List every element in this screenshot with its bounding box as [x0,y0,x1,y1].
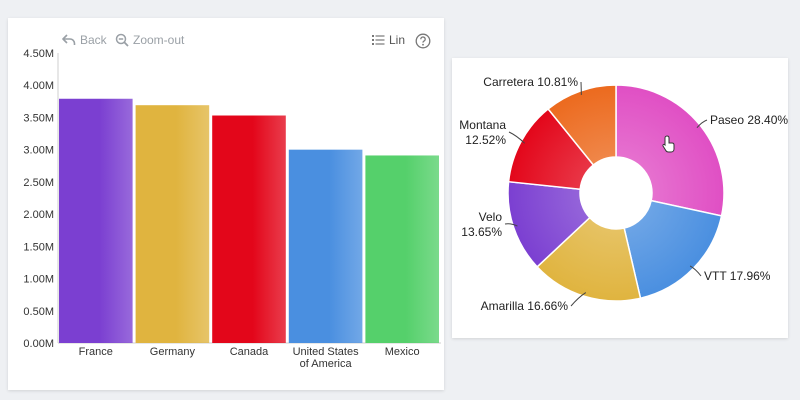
help-button[interactable] [415,33,431,49]
slice-label: Paseo 28.40% [710,113,788,127]
bar-chart: 0.00M 0.50M 1.00M 1.50M 2.00M 2.50M 3.00M 3.50M… [23,48,441,370]
y-tick-label: 3.50M [23,112,54,124]
leader-line [570,292,587,307]
slice-label: Carretera 10.81% [483,75,578,89]
bar-2[interactable] [212,115,286,343]
y-tick-label: 0.00M [23,338,54,350]
y-tick-label: 0.50M [23,306,54,318]
slice-label: Montana 12.52% [459,118,506,147]
back-label: Back [80,33,107,47]
slice-label: Amarilla 16.66% [481,299,569,313]
hand-cursor-icon [662,135,675,153]
bar-4[interactable] [365,155,439,343]
zoom-out-icon [115,33,129,47]
x-category-label: of America [300,358,353,370]
x-category-label: Canada [230,346,269,358]
y-tick-label: 2.00M [23,209,54,221]
x-category-label: France [79,346,113,358]
back-button[interactable]: Back [62,33,107,47]
zoom-out-button[interactable]: Zoom-out [115,33,184,47]
leader-line [508,131,525,144]
pie-chart-panel: Paseo 28.40% VTT 17.96% Amarilla 16.66% Vel… [452,58,788,338]
slice-label: Velo 13.65% [461,210,502,239]
y-tick-label: 4.00M [23,80,54,92]
slice-amarilla[interactable] [536,216,642,302]
y-tick-label: 3.00M [23,145,54,157]
zoom-out-label: Zoom-out [133,33,185,47]
slice-label: VTT 17.96% [704,269,771,283]
leader-line [689,265,702,277]
bar-3[interactable] [288,149,363,343]
scale-label: Lin [389,33,406,47]
help-icon [415,33,431,49]
bar-0[interactable] [59,98,133,343]
bar-chart-panel: Back Zoom-out Lin [8,18,444,390]
scale-toggle-button[interactable]: Lin [372,33,405,47]
x-category-label: Mexico [385,346,420,358]
y-tick-label: 1.50M [23,241,54,253]
leader-line [504,223,518,227]
leader-line [696,119,708,129]
y-tick-label: 1.00M [23,274,54,286]
x-category-label: Germany [150,346,196,358]
x-category-label: United States [293,346,360,358]
undo-arrow-icon [62,34,76,45]
y-tick-label: 4.50M [23,48,54,60]
slice-vtt[interactable] [623,199,723,300]
y-tick-label: 2.50M [23,177,54,189]
list-icon [372,34,385,45]
bar-1[interactable] [135,105,210,343]
slice-carretera[interactable] [547,84,617,167]
donut-chart: Paseo 28.40% VTT 17.96% Amarilla 16.66% Vel… [459,75,788,313]
